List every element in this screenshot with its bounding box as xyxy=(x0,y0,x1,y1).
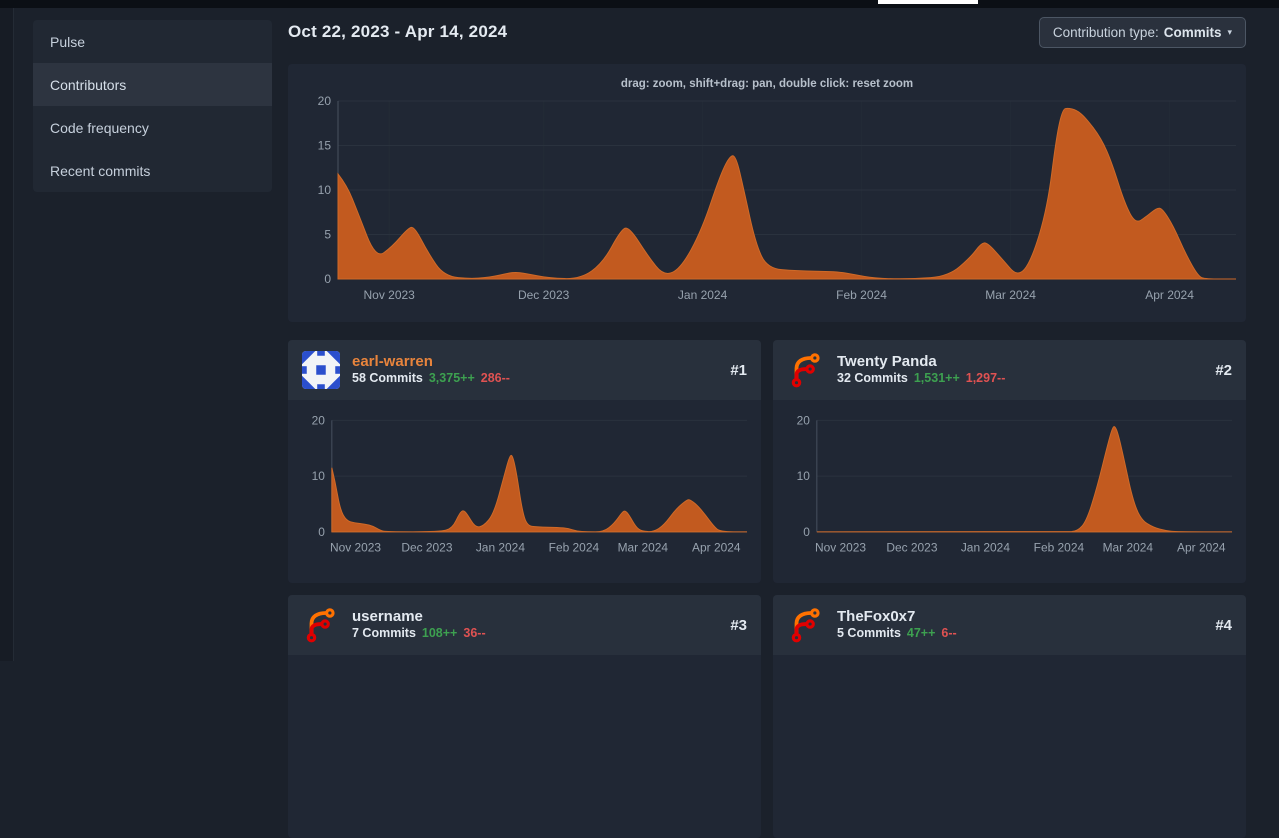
rank-badge: #4 xyxy=(1215,616,1232,634)
contributor-name[interactable]: Twenty Panda xyxy=(837,352,937,370)
svg-text:Nov 2023: Nov 2023 xyxy=(815,541,866,555)
commit-count: 58 Commits xyxy=(352,371,423,386)
contributor-name[interactable]: username xyxy=(352,607,423,625)
contributor-activity-chart[interactable]: Nov 2023 Dec 2023 Jan 2024 Feb 2024 Mar 2024… xyxy=(296,412,753,574)
svg-text:Apr 2024: Apr 2024 xyxy=(692,541,741,555)
rank-badge: #2 xyxy=(1215,361,1232,379)
forgejo-logo-icon xyxy=(787,606,825,644)
contributor-activity-chart[interactable]: Nov 2023 Dec 2023 Jan 2024 Feb 2024 Mar 2024… xyxy=(781,412,1238,574)
overall-contributions-chart[interactable]: Nov 2023 Dec 2023 Jan 2024 Feb 2024 Mar 2024… xyxy=(294,94,1240,305)
activity-sidebar-menu: Pulse Contributors Code frequency Recent… xyxy=(33,20,272,192)
svg-text:Jan 2024: Jan 2024 xyxy=(961,541,1010,555)
contributor-identity: earl-warren 58 Commits 3,375++ 286-- xyxy=(352,352,510,386)
page-header-row: Oct 22, 2023 - Apr 14, 2024 Contribution… xyxy=(288,14,1246,50)
chevron-down-icon: ▾ xyxy=(1227,26,1232,37)
sidebar-item-code-frequency[interactable]: Code frequency xyxy=(50,119,149,136)
contributor-stats: 32 Commits 1,531++ 1,297-- xyxy=(837,372,1005,386)
contributors-page: Oct 22, 2023 - Apr 14, 2024 Contribution… xyxy=(288,14,1246,838)
svg-text:0: 0 xyxy=(324,272,331,286)
contributor-stats: 58 Commits 3,375++ 286-- xyxy=(352,372,510,386)
additions-count: 1,531++ xyxy=(913,371,960,386)
svg-text:Jan 2024: Jan 2024 xyxy=(678,288,728,302)
contributor-card-header: TheFox0x7 5 Commits 47++ 6-- #4 xyxy=(773,595,1246,655)
svg-text:5: 5 xyxy=(324,228,331,242)
commit-count: 32 Commits xyxy=(837,371,908,386)
sidebar-item-contributors[interactable]: Contributors xyxy=(33,63,272,106)
svg-text:Jan 2024: Jan 2024 xyxy=(476,541,525,555)
contribution-type-value: Commits xyxy=(1163,24,1222,40)
contributor-identity: Twenty Panda 32 Commits 1,531++ 1,297-- xyxy=(837,352,1005,386)
svg-text:Nov 2023: Nov 2023 xyxy=(330,541,381,555)
commit-count: 5 Commits xyxy=(837,626,901,641)
overall-contributions-card: drag: zoom, shift+drag: pan, double clic… xyxy=(288,64,1246,322)
contributor-stats: 7 Commits 108++ 36-- xyxy=(352,627,486,641)
contributor-stats: 5 Commits 47++ 6-- xyxy=(837,627,957,641)
svg-text:20: 20 xyxy=(797,413,811,427)
svg-text:0: 0 xyxy=(318,525,325,539)
svg-text:10: 10 xyxy=(312,469,326,483)
date-range-title: Oct 22, 2023 - Apr 14, 2024 xyxy=(288,22,508,41)
additions-count: 3,375++ xyxy=(428,371,475,386)
svg-text:Apr 2024: Apr 2024 xyxy=(1177,541,1226,555)
contributor-card-header: earl-warren 58 Commits 3,375++ 286-- #1 xyxy=(288,340,761,400)
rank-badge: #3 xyxy=(730,616,747,634)
contributor-chart-section: Nov 2023 Dec 2023 Jan 2024 Feb 2024 Mar 2024… xyxy=(773,400,1246,583)
svg-text:Dec 2023: Dec 2023 xyxy=(518,288,570,302)
svg-text:Feb 2024: Feb 2024 xyxy=(836,288,887,302)
contributor-card-1: earl-warren 58 Commits 3,375++ 286-- #1 … xyxy=(288,340,761,583)
identicon-avatar xyxy=(302,351,340,389)
contributor-chart-section: Nov 2023 Dec 2023 Jan 2024 Feb 2024 Mar 2024… xyxy=(288,400,761,583)
contribution-type-label: Contribution type: xyxy=(1052,24,1159,40)
contribution-type-dropdown[interactable]: Contribution type: Commits ▾ xyxy=(1038,16,1246,48)
contributor-card-2: Twenty Panda 32 Commits 1,531++ 1,297-- … xyxy=(773,340,1246,583)
svg-text:20: 20 xyxy=(318,95,332,108)
additions-count: 108++ xyxy=(421,626,458,641)
svg-text:10: 10 xyxy=(318,183,332,197)
deletions-count: 36-- xyxy=(463,626,486,641)
svg-text:Feb 2024: Feb 2024 xyxy=(1034,541,1085,555)
contributor-identity: username 7 Commits 108++ 36-- xyxy=(352,607,486,641)
svg-text:Feb 2024: Feb 2024 xyxy=(549,541,600,555)
contributor-name-link[interactable]: earl-warren xyxy=(352,352,433,370)
deletions-count: 1,297-- xyxy=(965,371,1006,386)
contributor-name[interactable]: TheFox0x7 xyxy=(837,607,916,625)
sidebar-item-pulse[interactable]: Pulse xyxy=(50,33,86,50)
svg-text:15: 15 xyxy=(318,139,332,153)
contributor-card-4: TheFox0x7 5 Commits 47++ 6-- #4 xyxy=(773,595,1246,838)
chart-zoom-hint: drag: zoom, shift+drag: pan, double clic… xyxy=(620,78,914,90)
svg-text:0: 0 xyxy=(803,525,810,539)
deletions-count: 286-- xyxy=(480,371,510,386)
svg-text:Mar 2024: Mar 2024 xyxy=(1103,541,1154,555)
additions-count: 47++ xyxy=(906,626,936,641)
svg-text:Mar 2024: Mar 2024 xyxy=(618,541,669,555)
page-left-edge xyxy=(0,8,14,661)
deletions-count: 6-- xyxy=(941,626,957,641)
svg-text:20: 20 xyxy=(312,413,326,427)
active-tab-underline xyxy=(878,0,978,4)
contributor-chart-section xyxy=(773,655,1246,838)
rank-badge: #1 xyxy=(730,361,747,379)
top-navigation-bar xyxy=(0,0,1279,8)
svg-text:Dec 2023: Dec 2023 xyxy=(886,541,937,555)
svg-text:Nov 2023: Nov 2023 xyxy=(363,288,415,302)
forgejo-logo-icon xyxy=(787,351,825,389)
forgejo-logo-icon xyxy=(302,606,340,644)
contributor-chart-section xyxy=(288,655,761,838)
svg-text:Apr 2024: Apr 2024 xyxy=(1145,288,1194,302)
svg-text:Dec 2023: Dec 2023 xyxy=(401,541,452,555)
contributor-identity: TheFox0x7 5 Commits 47++ 6-- xyxy=(837,607,957,641)
commit-count: 7 Commits xyxy=(352,626,416,641)
svg-text:Mar 2024: Mar 2024 xyxy=(985,288,1036,302)
contributor-card-3: username 7 Commits 108++ 36-- #3 xyxy=(288,595,761,838)
contributor-card-header: username 7 Commits 108++ 36-- #3 xyxy=(288,595,761,655)
sidebar-item-recent-commits[interactable]: Recent commits xyxy=(50,162,151,179)
contributor-card-header: Twenty Panda 32 Commits 1,531++ 1,297-- … xyxy=(773,340,1246,400)
contributor-cards-grid: earl-warren 58 Commits 3,375++ 286-- #1 … xyxy=(288,340,1246,838)
svg-text:10: 10 xyxy=(797,469,811,483)
